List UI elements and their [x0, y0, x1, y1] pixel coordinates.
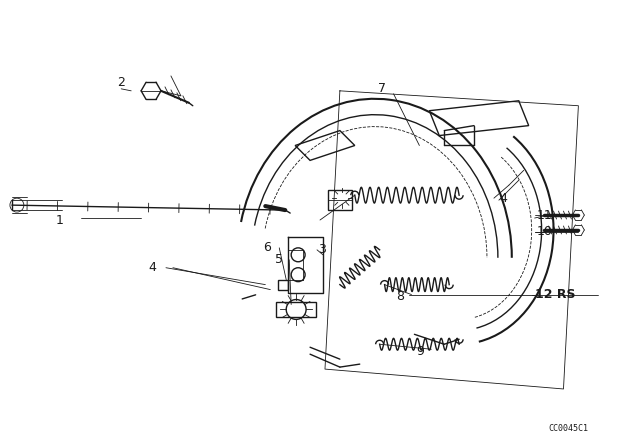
Text: 7: 7	[378, 82, 385, 95]
Bar	[276, 302, 316, 318]
Bar	[328, 190, 352, 210]
Bar	[278, 280, 288, 289]
Text: 2: 2	[117, 76, 125, 90]
Text: 4: 4	[499, 192, 507, 205]
Text: 8: 8	[396, 290, 404, 303]
Text: 9: 9	[417, 345, 424, 358]
Text: 3: 3	[318, 243, 326, 256]
Text: 1: 1	[56, 214, 63, 227]
Text: CC0045C1: CC0045C1	[548, 424, 588, 433]
Text: 11: 11	[537, 209, 552, 222]
Text: 10: 10	[537, 225, 552, 238]
Text: 5: 5	[275, 253, 284, 266]
Text: 6: 6	[264, 241, 271, 254]
Text: 12 RS: 12 RS	[534, 288, 575, 301]
Text: 4: 4	[148, 261, 156, 274]
